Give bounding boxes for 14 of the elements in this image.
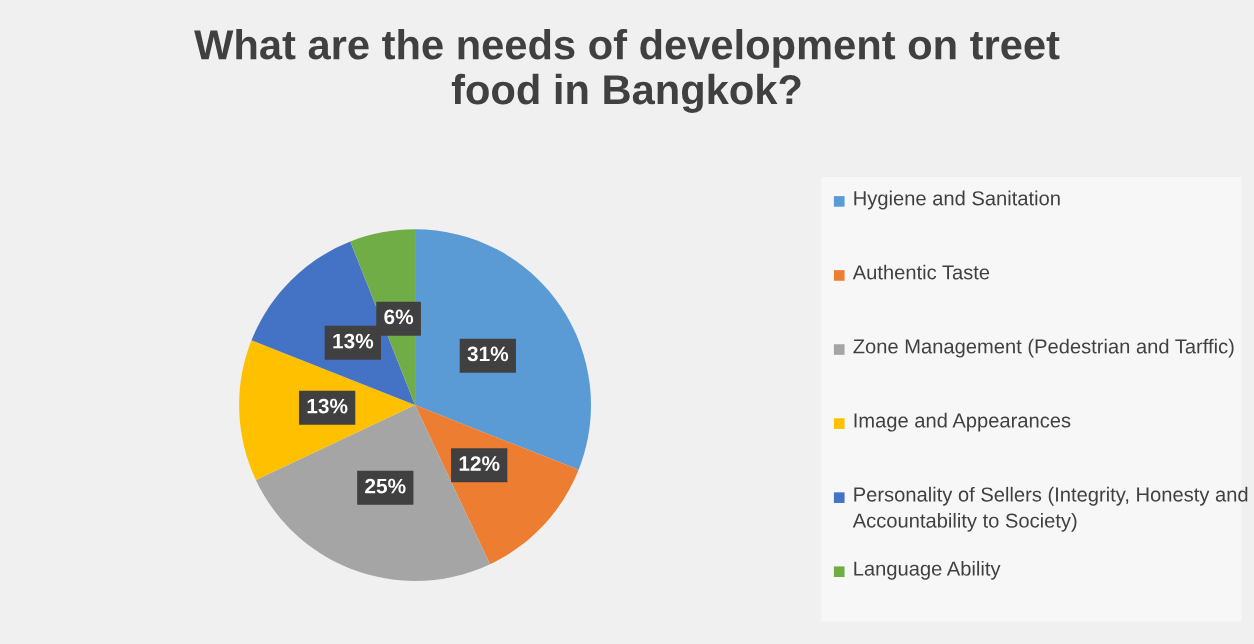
legend-label: Image and Appearances (854, 412, 1071, 432)
legend-label: Zone Management (Pedestrian and Tarffic) (853, 338, 1234, 358)
data-label: 6% (384, 309, 414, 325)
data-label: 12% (459, 456, 500, 471)
pie-slice (415, 229, 591, 470)
legend-label: Hygiene and Sanitation (854, 190, 1060, 210)
legend-label: Authentic Taste (852, 264, 990, 280)
data-label: 13% (333, 333, 374, 349)
legend-label: Language Ability (854, 560, 1001, 580)
data-label: 25% (365, 478, 406, 494)
data-label: 13% (307, 398, 348, 414)
legend-label: Personality of Sellers (Integrity, Honesty and Accountability to Society) (852, 486, 1248, 532)
data-label: 31% (467, 346, 509, 362)
chart-title: What are the needs of development on treet food in Bangkok? (194, 28, 1060, 113)
